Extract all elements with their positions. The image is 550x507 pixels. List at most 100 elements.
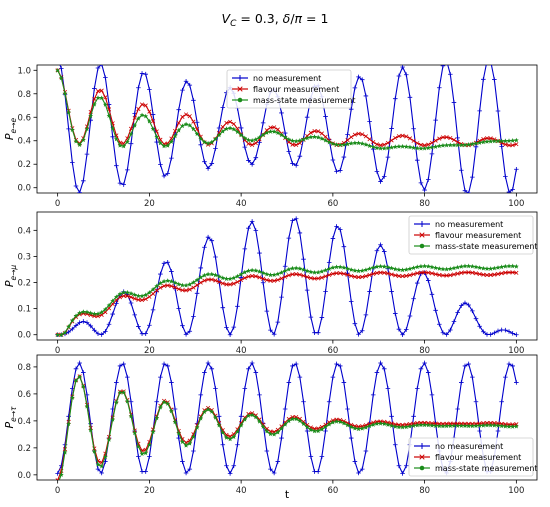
data-point [275, 319, 281, 325]
data-point [235, 442, 240, 448]
data-point [172, 280, 178, 285]
data-point [103, 75, 108, 80]
data-point [418, 422, 424, 428]
data-point [73, 183, 79, 189]
data-point [455, 271, 460, 276]
data-point [326, 399, 332, 405]
data-point [88, 323, 93, 329]
data-point [253, 268, 259, 273]
data-point [338, 271, 343, 276]
data-point [389, 138, 394, 143]
data-point [231, 463, 237, 469]
data-point [323, 134, 328, 139]
data-point [392, 96, 398, 102]
data-point [70, 326, 75, 332]
data-point [396, 143, 402, 149]
data-point [429, 392, 435, 398]
legend-marker [419, 465, 425, 471]
data-point [143, 113, 149, 119]
data-point [513, 263, 519, 269]
data-point [462, 188, 468, 193]
data-point [330, 157, 336, 163]
data-point [246, 225, 251, 231]
data-point [275, 459, 281, 464]
data-point [66, 126, 71, 132]
data-point [444, 59, 449, 64]
data-point [304, 428, 310, 434]
data-point [194, 119, 200, 125]
legend-marker [419, 243, 425, 249]
data-point [198, 142, 204, 148]
data-point [290, 218, 295, 223]
data-point [290, 138, 295, 143]
data-point [422, 422, 428, 428]
data-point [198, 136, 204, 141]
data-point [363, 142, 369, 147]
y-tick-label: 0.4 [17, 226, 31, 236]
data-point [458, 264, 464, 269]
data-point [88, 310, 94, 316]
data-point [470, 174, 475, 180]
data-point [231, 275, 237, 281]
data-point [260, 270, 266, 276]
data-point [315, 330, 321, 335]
data-point [466, 302, 471, 308]
data-point [103, 329, 108, 334]
x-tick-label: 60 [327, 486, 338, 496]
legend-box [226, 69, 352, 109]
data-point [315, 269, 321, 275]
y-tick-label: 0.2 [17, 160, 31, 170]
data-point [272, 125, 277, 130]
data-point [491, 422, 497, 428]
data-point [356, 426, 361, 432]
data-point [323, 274, 328, 279]
data-point [172, 285, 178, 290]
data-point [396, 73, 402, 79]
data-point [135, 115, 141, 121]
data-point [480, 139, 486, 145]
data-point [414, 264, 420, 270]
data-point [389, 289, 394, 294]
data-point [283, 274, 288, 279]
data-point [191, 285, 196, 290]
data-point [389, 272, 394, 277]
data-point [392, 144, 398, 150]
data-point [135, 444, 141, 449]
y-tick-label: 0.1 [17, 305, 31, 315]
data-point [495, 428, 501, 434]
legend-label-1: no measurement [435, 220, 503, 229]
data-point [224, 463, 229, 469]
data-point [224, 325, 229, 330]
data-point [349, 134, 354, 140]
data-point [235, 429, 240, 434]
data-point [481, 329, 486, 335]
data-point [147, 294, 152, 299]
data-point [286, 418, 292, 424]
data-point [249, 219, 255, 224]
data-point [378, 360, 383, 366]
data-point [202, 409, 207, 414]
data-point [231, 434, 237, 439]
data-point [433, 265, 439, 271]
data-point [235, 279, 240, 285]
data-point [106, 302, 112, 308]
data-point [308, 427, 314, 432]
data-point [205, 271, 211, 277]
data-point [224, 276, 229, 281]
data-point [220, 105, 226, 110]
data-point [440, 135, 446, 140]
data-point [444, 266, 450, 272]
data-point [403, 72, 409, 78]
data-point [330, 271, 335, 276]
data-point [195, 283, 200, 288]
data-point [444, 142, 450, 148]
data-point [356, 470, 361, 476]
data-point [121, 361, 126, 367]
data-point [132, 430, 138, 436]
data-point [231, 121, 236, 127]
x-tick-label: 40 [236, 346, 247, 356]
data-point [514, 142, 519, 147]
data-point [88, 427, 94, 433]
data-point [135, 293, 141, 299]
data-point [220, 430, 226, 435]
